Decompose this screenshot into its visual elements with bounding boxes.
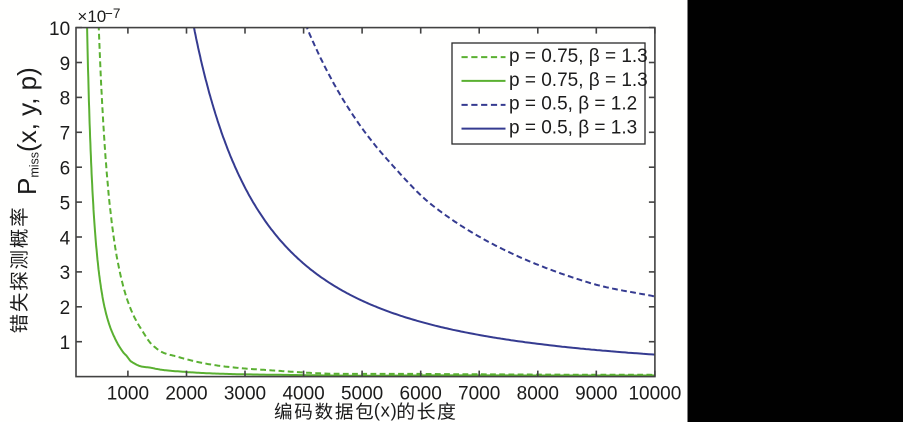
svg-text:10: 10: [49, 19, 70, 40]
svg-text:2000: 2000: [165, 383, 207, 404]
svg-text:3: 3: [60, 263, 71, 284]
svg-text:p = 0.75, β = 1.3: p = 0.75, β = 1.3: [509, 70, 648, 91]
svg-text:10000: 10000: [628, 383, 681, 404]
svg-text:p = 0.5, β = 1.2: p = 0.5, β = 1.2: [509, 94, 637, 115]
svg-text:×10: ×10: [77, 7, 106, 26]
svg-text:(x): (x): [374, 400, 398, 421]
svg-text:8: 8: [60, 89, 71, 110]
svg-text:p = 0.5, β = 1.3: p = 0.5, β = 1.3: [509, 117, 637, 138]
svg-text:p = 0.75, β = 1.3: p = 0.75, β = 1.3: [509, 46, 648, 67]
svg-text:6000: 6000: [400, 383, 442, 404]
svg-text:−7: −7: [105, 6, 120, 21]
svg-text:2: 2: [60, 298, 71, 319]
svg-text:7000: 7000: [458, 383, 500, 404]
svg-text:7: 7: [60, 124, 71, 145]
svg-text:3000: 3000: [224, 383, 266, 404]
svg-text:1000: 1000: [107, 383, 149, 404]
svg-text:8000: 8000: [517, 383, 559, 404]
svg-text:5000: 5000: [341, 383, 383, 404]
svg-text:4: 4: [60, 228, 71, 249]
svg-text:6: 6: [60, 159, 71, 180]
svg-text:1: 1: [60, 333, 71, 354]
svg-text:9: 9: [60, 54, 71, 75]
svg-text:5: 5: [60, 193, 71, 214]
svg-text:4000: 4000: [282, 383, 324, 404]
svg-text:9000: 9000: [575, 383, 617, 404]
